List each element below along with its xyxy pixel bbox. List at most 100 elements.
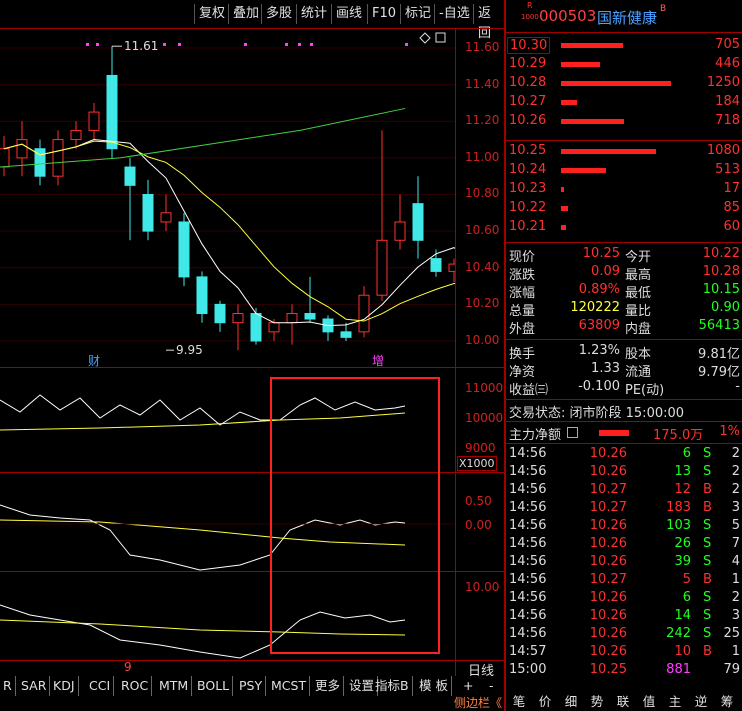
toolbar-button-2[interactable]: 多股 (261, 4, 296, 24)
marker-cai: 财 (88, 354, 100, 368)
indicator-tab-8[interactable]: MCST (268, 676, 311, 696)
bid-row[interactable]: 10.25 1080 (507, 143, 742, 161)
indicator-tab-0[interactable]: R (0, 676, 16, 696)
tick-volume: 183 (666, 500, 691, 515)
tick-time: 15:00 (509, 662, 547, 677)
tick-flag: B (703, 482, 712, 497)
event-dot (244, 43, 247, 46)
indicator-tab-1[interactable]: SAR (18, 676, 51, 696)
main-flow-bar (599, 430, 629, 436)
tick-row: 14:56 10.27 5 B 1 (507, 572, 742, 590)
stock-name: 国新健康 (597, 9, 658, 27)
tick-flag: B (703, 500, 712, 515)
event-dot (298, 43, 301, 46)
side-tab-8[interactable]: 筹 (720, 694, 734, 709)
tick-price: 10.25 (589, 662, 627, 677)
value-shares: 9.81亿 (698, 347, 740, 362)
indicator-b-tab[interactable]: 指标B (372, 676, 413, 696)
book-bottom-line (506, 242, 742, 243)
candle-body (124, 166, 136, 186)
indicator-tab-4[interactable]: ROC (118, 676, 153, 696)
label-high: 最高 (625, 268, 652, 283)
ask-row[interactable]: 10.28 1250 (507, 75, 742, 93)
indicator-tab-2[interactable]: KDJ (50, 676, 79, 696)
bid-row[interactable]: 10.22 85 (507, 200, 742, 218)
zoom-in-button[interactable]: + (463, 678, 474, 693)
tick-flag: B (703, 644, 712, 659)
diamond-icon (419, 32, 431, 44)
zoom-out-button[interactable]: - (489, 678, 494, 693)
toolbar-button-1[interactable]: 叠加 (228, 4, 263, 24)
tick-flag: B (703, 572, 712, 587)
event-dot (86, 43, 89, 46)
side-tab-3[interactable]: 势 (590, 694, 604, 709)
toolbar-button-8[interactable]: 返回 (473, 4, 504, 41)
tick-time: 14:56 (509, 572, 547, 587)
highlight-box (270, 377, 440, 654)
ask-row[interactable]: 10.29 446 (507, 56, 742, 74)
ask-row[interactable]: 10.26 718 (507, 113, 742, 131)
indicator-tab-6[interactable]: BOLL (194, 676, 234, 696)
price-tick: 11.60 (465, 40, 500, 54)
candle-body (268, 322, 280, 333)
side-tab-1[interactable]: 价 (538, 694, 552, 709)
side-tab-4[interactable]: 联 (616, 694, 630, 709)
tick-count: 25 (723, 626, 740, 641)
ask-volume: 705 (715, 37, 740, 52)
toolbar-button-6[interactable]: 标记 (400, 4, 435, 24)
candle-body (286, 313, 298, 324)
list-icon[interactable] (567, 427, 578, 438)
toolbar-button-0[interactable]: 复权 (194, 4, 229, 24)
tick-volume: 242 (666, 626, 691, 641)
indicator-tab-10[interactable]: 设置 (346, 676, 379, 696)
toolbar-button-3[interactable]: 统计 (296, 4, 331, 24)
period-label[interactable]: 日线 (468, 664, 495, 679)
candle-body (214, 303, 226, 324)
panel-sep-4 (0, 660, 504, 661)
tick-flag: S (703, 446, 712, 461)
tick-time: 14:56 (509, 590, 547, 605)
tick-count: 3 (731, 608, 740, 623)
axis-divider (455, 28, 456, 676)
candle-body (304, 313, 316, 320)
indicator-tab-3[interactable]: CCI (86, 676, 115, 696)
side-tab-7[interactable]: 逆 (694, 694, 708, 709)
price-tick: 10.00 (465, 332, 500, 347)
sidebar-toggle[interactable]: 侧边栏《 (454, 696, 503, 710)
bid-row[interactable]: 10.21 60 (507, 219, 742, 237)
side-tab-2[interactable]: 细 (564, 694, 578, 709)
book-top-line (506, 32, 742, 33)
ask-row[interactable]: 10.27 184 (507, 94, 742, 112)
indicator-tab-9[interactable]: 更多 (312, 676, 345, 696)
trade-status: 交易状态: 闭市阶段 15:00:00 (509, 406, 685, 421)
main-flow-row[interactable]: 主力净额 175.0万 1% (507, 424, 742, 443)
label-inner: 内盘 (625, 322, 652, 337)
candle-body (88, 111, 100, 131)
volume-tick: 9000 (465, 441, 496, 455)
candle-body (16, 139, 28, 159)
event-dot (178, 43, 181, 46)
ask-price: 10.28 (509, 75, 547, 90)
ask-row[interactable]: 10.30 705 (507, 37, 742, 55)
tick-flag: S (703, 608, 712, 623)
kline-chart[interactable]: 11.61 9.95 财 增 (0, 29, 455, 676)
side-tab-6[interactable]: 主 (668, 694, 682, 709)
bid-row[interactable]: 10.24 513 (507, 162, 742, 180)
tick-price: 10.26 (589, 590, 627, 605)
bid-row[interactable]: 10.23 17 (507, 181, 742, 199)
candle-body (430, 258, 442, 272)
side-tab-0[interactable]: 笔 (512, 694, 526, 709)
template-tab[interactable]: 模 板 (416, 676, 452, 696)
event-dot (163, 43, 166, 46)
event-dot (405, 43, 408, 46)
toolbar-button-5[interactable]: F10 (367, 4, 400, 24)
bid-price: 10.22 (509, 200, 547, 215)
indicator-tab-7[interactable]: PSY (236, 676, 267, 696)
toolbar-button-7[interactable]: -自选 (434, 4, 474, 24)
side-tab-5[interactable]: 值 (642, 694, 656, 709)
tick-price: 10.26 (589, 464, 627, 479)
toolbar-button-4[interactable]: 画线 (331, 4, 366, 24)
ask-price: 10.29 (509, 56, 547, 71)
indicator-tab-5[interactable]: MTM (156, 676, 193, 696)
tick-volume: 6 (682, 446, 691, 461)
